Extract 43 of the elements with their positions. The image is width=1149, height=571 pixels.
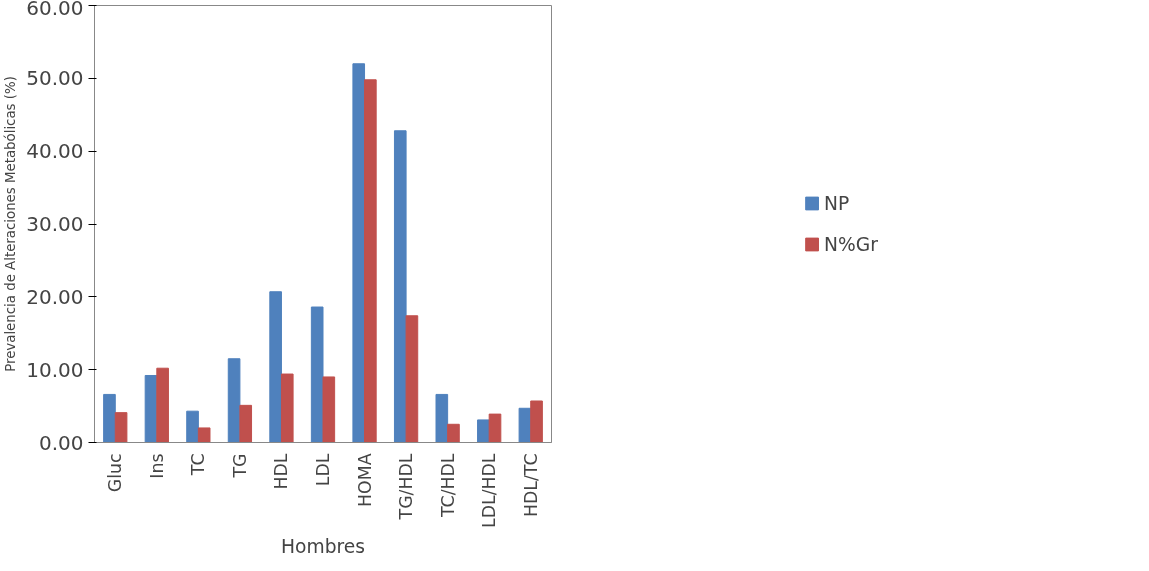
y-tick-label: 50.00 [26,66,84,91]
bar [114,412,128,443]
bar [447,423,460,443]
x-axis-title: Hombres [281,536,365,558]
bar [227,358,241,443]
x-tick-label: LDL/HDL [479,453,500,529]
x-tick-label: HOMA [354,453,375,507]
y-axis-title: Prevalencia de Alteraciones Metabólicas (%) [3,76,19,372]
bar [435,393,449,443]
bar [488,413,502,443]
bar [518,407,532,443]
bar [239,404,253,443]
y-tick-label: 30.00 [26,212,84,236]
bar [530,400,543,443]
x-tick-label: Ins [146,453,167,479]
x-tick-label: TG/HDL [396,453,417,521]
bar [156,367,169,443]
bar [186,410,199,443]
x-tick-label: HDL/TC [520,453,541,518]
bar [197,427,211,443]
bar [352,63,366,443]
y-tick-label: 0.00 [38,430,84,455]
bar [477,419,490,443]
bar [269,291,282,443]
bar [103,393,116,443]
x-tick-label: TG [229,453,250,479]
bar [364,79,377,443]
bar [280,373,294,443]
bar [393,130,407,443]
x-tick-label: LDL [313,453,333,487]
legend-label: N%Gr [824,233,878,255]
bar [405,315,419,443]
y-tick-label: 10.00 [26,357,84,382]
y-tick-label: 40.00 [26,139,84,164]
y-tick-label: 20.00 [26,284,84,309]
bar [310,306,324,443]
bar [322,376,336,443]
y-tick-label: 60.00 [26,0,84,20]
x-tick-label: TC/HDL [437,453,458,519]
x-tick-label: TC [188,453,209,477]
x-tick-label: HDL [271,453,292,490]
legend-label: NP [824,192,850,214]
x-tick-label: Gluc [105,453,126,493]
